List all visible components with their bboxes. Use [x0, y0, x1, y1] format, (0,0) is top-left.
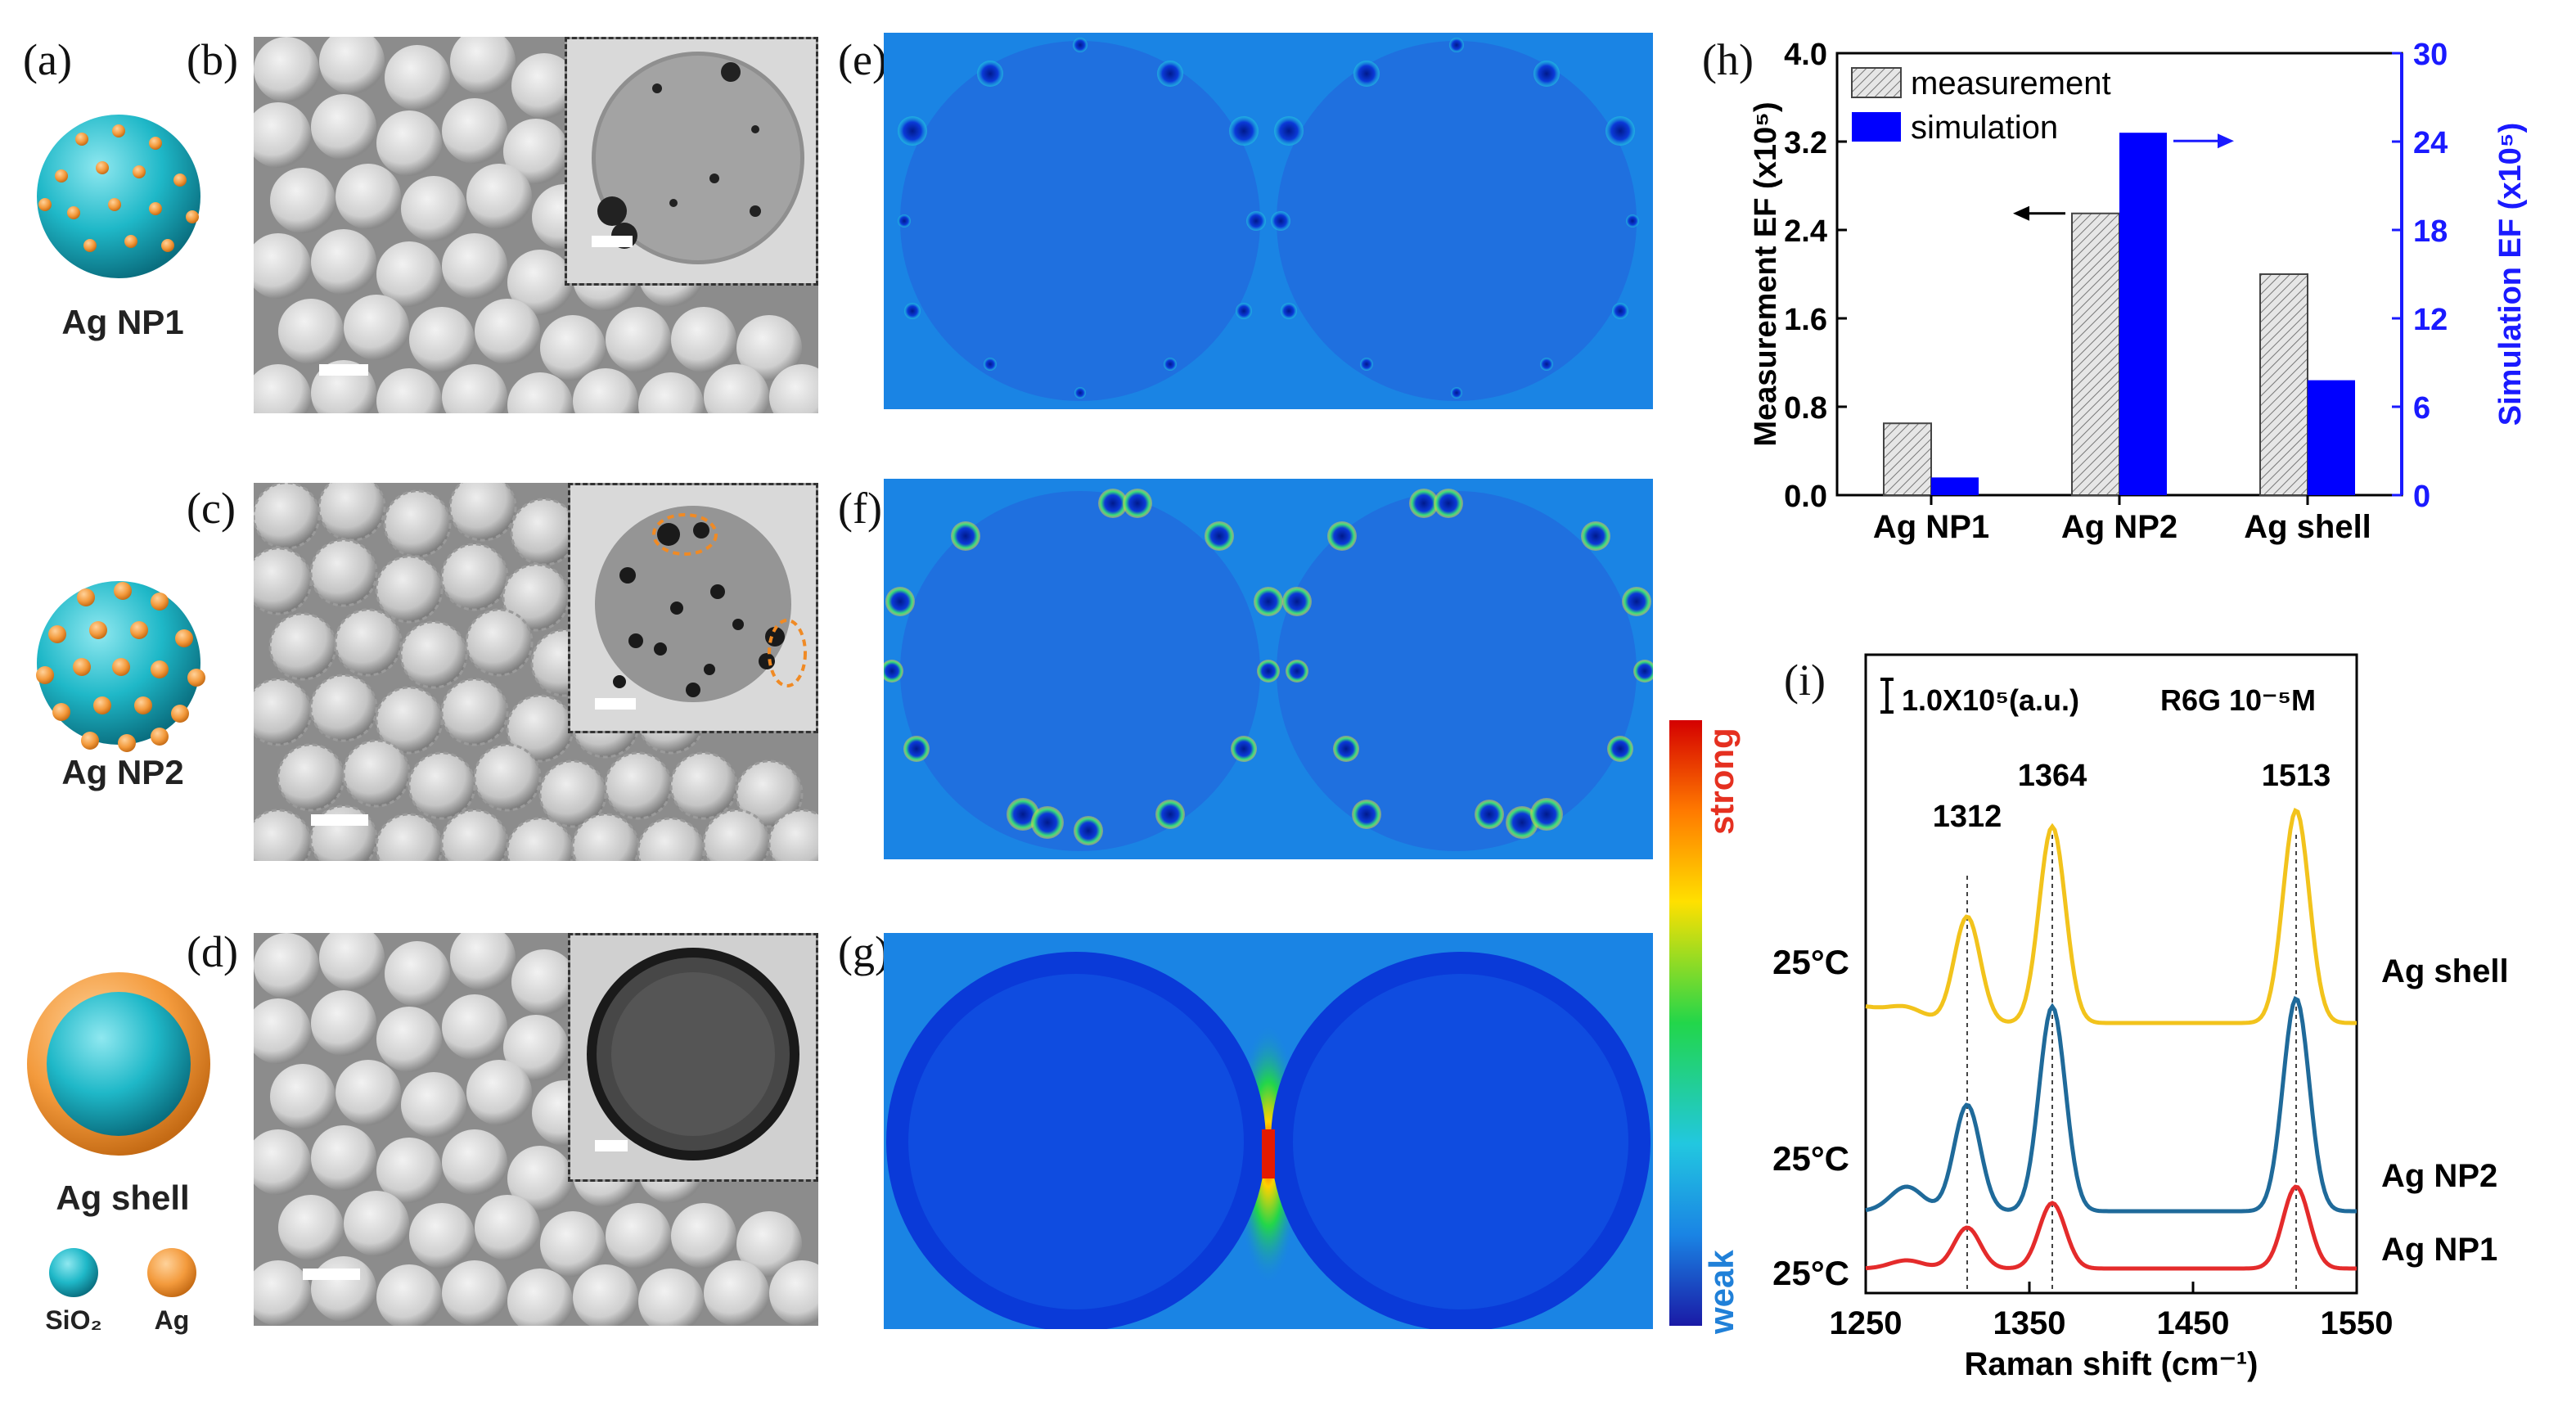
panel-label-h: (h): [1702, 35, 1754, 84]
schematic-column: [27, 115, 210, 1297]
series-label: Ag shell: [2381, 953, 2509, 989]
schematic-ag-np2: [36, 581, 205, 752]
peak-label: 1364: [2018, 759, 2087, 793]
bar-simulation: [1931, 477, 1979, 495]
sem-image-ag-np1: [254, 37, 818, 413]
legend-ag-ball: [147, 1248, 196, 1297]
bar-simulation: [2308, 380, 2355, 495]
x-tick-label: 1550: [2321, 1305, 2394, 1341]
y2-tick-label: 12: [2413, 303, 2448, 337]
legend-label-simulation: simulation: [1911, 110, 2058, 146]
y-tick-label: 0.8: [1784, 391, 1827, 426]
scale-bar: [303, 1269, 360, 1280]
legend-label-measurement: measurement: [1911, 65, 2111, 101]
panel-label-d: (d): [187, 927, 238, 976]
legend-ag-label: Ag: [154, 1305, 190, 1335]
y2-tick-label: 30: [2413, 38, 2448, 72]
intensity-scale-label: 1.0X10⁵(a.u.): [1902, 683, 2079, 717]
sample-label: R6G 10⁻⁵M: [2160, 683, 2316, 717]
temperature-label: 25°C: [1772, 1254, 1849, 1292]
panel-label-a: (a): [23, 35, 72, 84]
y2-tick-label: 24: [2413, 126, 2448, 160]
field-map-ag-np1: [884, 33, 1653, 409]
peak-label: 1312: [1933, 800, 2002, 834]
caption-ag-np2: Ag NP2: [61, 753, 184, 791]
tem-inset-ag-np2: [568, 483, 818, 733]
bar-measurement: [1883, 422, 1932, 496]
field-map-ag-np2: [884, 479, 1653, 859]
x-tick-label: 1350: [1993, 1305, 2066, 1341]
caption-ag-np1: Ag NP1: [61, 303, 184, 341]
colorbar-strong-label: strong: [1702, 728, 1741, 835]
field-map-ag-shell: [884, 933, 1653, 1329]
y-tick-label: 0.0: [1784, 480, 1827, 514]
inset-scale-bar: [592, 236, 633, 247]
left-axis-arrowhead: [2013, 205, 2029, 221]
inset-scale-bar: [595, 1140, 628, 1151]
panel-label-g: (g): [838, 927, 889, 976]
bar-measurement: [2259, 273, 2308, 496]
panel-label-i: (i): [1784, 656, 1826, 705]
x-tick-label: Ag NP1: [1873, 509, 1989, 545]
x-tick-label: 1250: [1830, 1305, 1903, 1341]
panel-label-e: (e): [838, 35, 887, 84]
spectrum-line: [1865, 1184, 2357, 1271]
y2-tick-label: 0: [2413, 480, 2430, 514]
panel-label-f: (f): [838, 484, 882, 533]
temperature-label: 25°C: [1772, 1139, 1849, 1178]
tem-inset-ag-shell: [568, 933, 818, 1182]
plot-frame: [1864, 653, 2358, 1295]
spectrum-line: [1865, 808, 2357, 1025]
x-tick-label: 1450: [2157, 1305, 2230, 1341]
chart-h: 0.0 0.8 1.6 2.4 3.2 4.0 0 6 12 18 24 30 Ag NP1 Ag NP2…: [1749, 38, 2528, 545]
legend-sio2-ball: [49, 1248, 98, 1297]
inset-scale-bar: [595, 698, 636, 710]
series-label: Ag NP2: [2381, 1158, 2497, 1194]
bar-simulation: [2119, 133, 2167, 495]
tem-inset-ag-np1: [565, 37, 818, 286]
legend-swatch-measurement: [1851, 67, 1902, 98]
schematic-ag-np1: [37, 115, 200, 278]
right-axis-arrowhead: [2218, 133, 2234, 149]
legend-swatch-simulation: [1852, 112, 1901, 142]
colorbar: [1669, 720, 1702, 1326]
y-axis-title: Measurement EF (x10⁵): [1749, 101, 1783, 446]
spectrum-line: [1865, 996, 2357, 1214]
x-tick-label: Ag shell: [2244, 509, 2371, 545]
legend-sio2-label: SiO₂: [45, 1305, 102, 1335]
y2-axis-title: Simulation EF (x10⁵): [2493, 123, 2528, 426]
scale-bar: [319, 364, 368, 376]
panel-label-c: (c): [187, 484, 236, 533]
schematic-ag-shell: [27, 972, 210, 1156]
y-tick-label: 2.4: [1784, 214, 1827, 249]
scale-bar: [311, 814, 368, 826]
x-axis-title: Raman shift (cm⁻¹): [1965, 1346, 2259, 1382]
panel-label-b: (b): [187, 35, 238, 84]
bar-measurement: [2071, 212, 2120, 496]
series-label: Ag NP1: [2381, 1232, 2497, 1268]
y-tick-label: 1.6: [1784, 303, 1827, 337]
chart-i: 1250 1350 1450 1550 Raman shift (cm⁻¹) 1.0X10…: [1772, 653, 2509, 1382]
y-tick-label: 3.2: [1784, 126, 1827, 160]
y2-tick-label: 18: [2413, 214, 2448, 249]
sem-image-ag-np2: [254, 483, 818, 861]
peak-label: 1513: [2262, 759, 2331, 793]
caption-ag-shell: Ag shell: [56, 1178, 190, 1217]
temperature-label: 25°C: [1772, 943, 1849, 981]
colorbar-weak-label: weak: [1702, 1250, 1741, 1334]
y2-tick-label: 6: [2413, 391, 2430, 426]
x-tick-label: Ag NP2: [2061, 509, 2177, 545]
y-tick-label: 4.0: [1784, 38, 1827, 72]
sem-image-ag-shell: [254, 933, 818, 1326]
